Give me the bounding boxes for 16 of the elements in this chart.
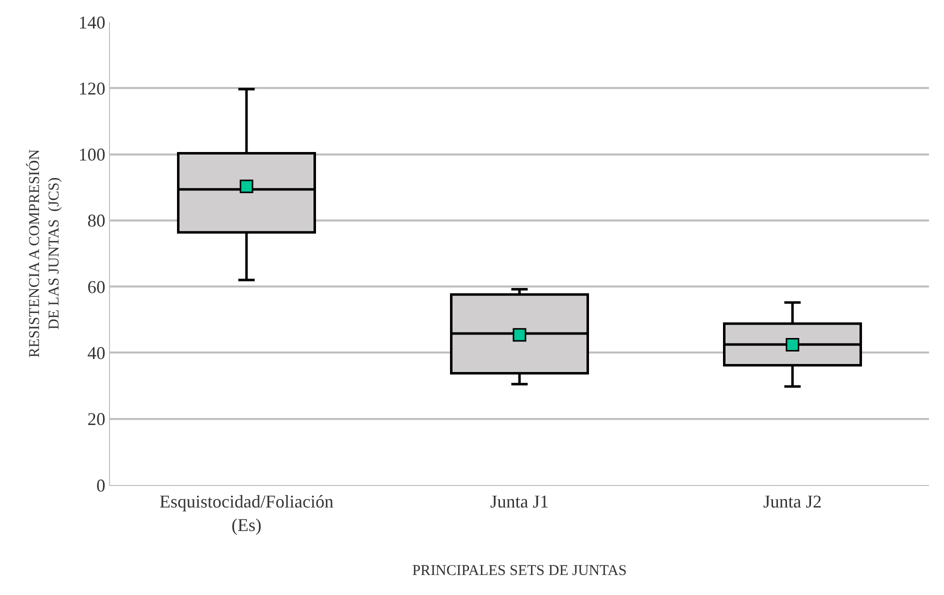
y-tick-label: 40 bbox=[87, 343, 106, 364]
x-tick-label: Junta J1 bbox=[490, 492, 549, 512]
x-tick-label: Esquistocidad/Foliación (Es) bbox=[160, 492, 334, 535]
point bbox=[512, 328, 526, 342]
y-tick-label: 60 bbox=[87, 276, 106, 297]
x-tick-label: Junta J2 bbox=[763, 492, 822, 512]
y-tick-label: 0 bbox=[96, 475, 106, 496]
y-tick-label: 140 bbox=[78, 12, 106, 32]
y-tick-label: 120 bbox=[78, 78, 106, 98]
y-tick-label: 80 bbox=[87, 210, 106, 231]
y-axis-title: RESISTENCIA A COMPRESIÓN DE LAS JUNTAS (JCS) bbox=[26, 149, 63, 358]
y-tick-label: 100 bbox=[78, 144, 106, 165]
y-tick-label: 20 bbox=[87, 409, 106, 430]
x-axis-title: PRINCIPALES SETS DE JUNTAS bbox=[412, 563, 627, 579]
point bbox=[786, 338, 800, 352]
point bbox=[240, 180, 254, 194]
